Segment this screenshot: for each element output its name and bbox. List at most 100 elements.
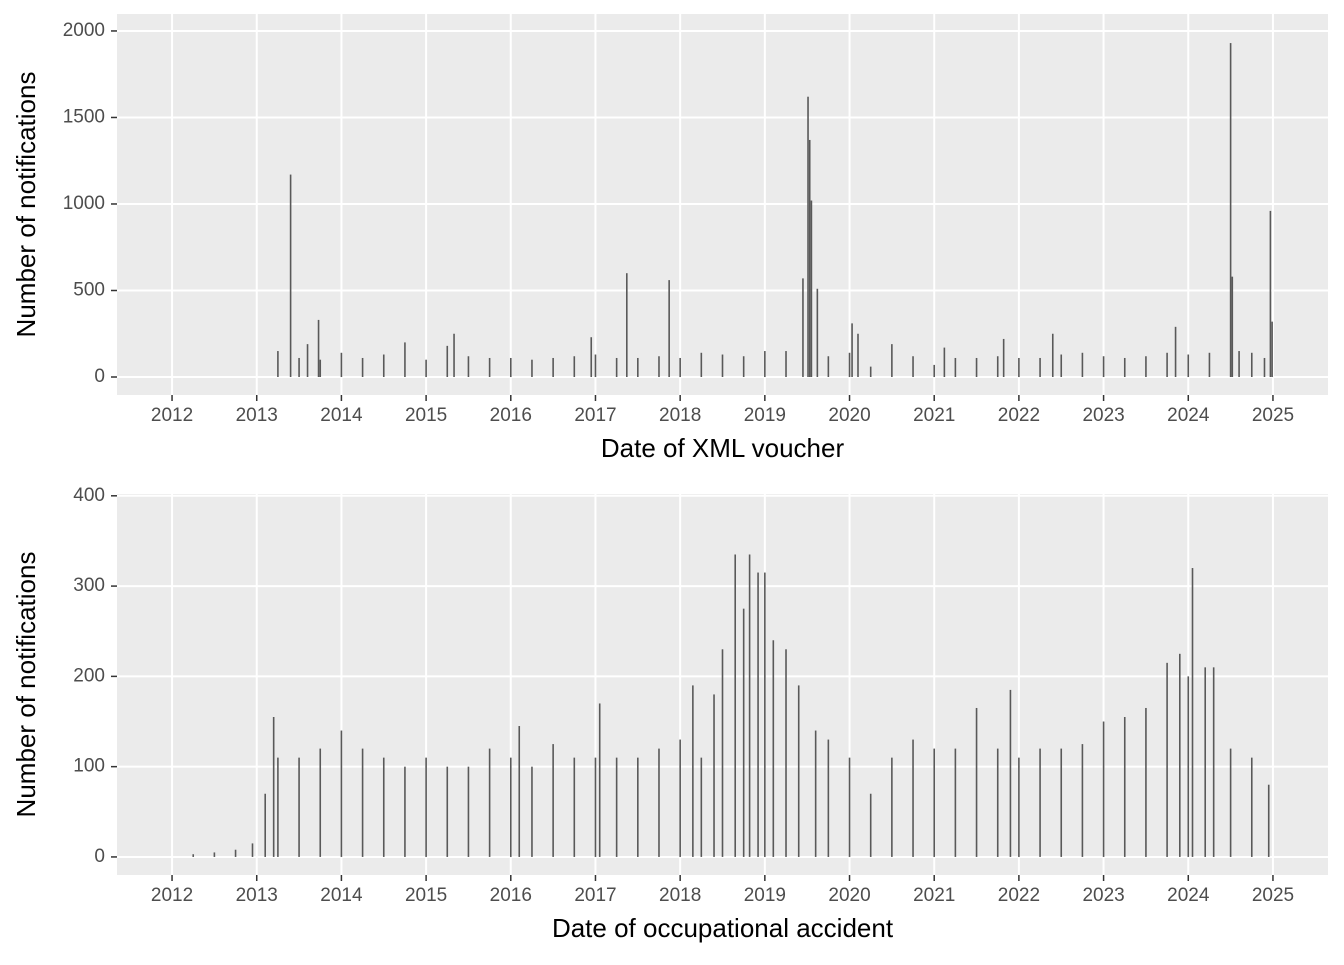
bar: [857, 333, 859, 378]
bar: [1009, 689, 1012, 857]
bar: [234, 849, 237, 857]
bar: [615, 757, 618, 857]
bar: [626, 273, 628, 378]
x-tick-label: 2019: [744, 885, 786, 906]
x-tick-label: 2021: [913, 405, 955, 426]
bar: [807, 96, 809, 378]
bar: [658, 356, 660, 378]
bar: [446, 345, 449, 378]
bar: [810, 200, 813, 378]
bar: [213, 852, 216, 857]
y-tick-label: 100: [73, 756, 105, 777]
x-tick-label: 2018: [659, 405, 701, 426]
bar: [721, 649, 724, 857]
bar: [1187, 676, 1190, 857]
bar: [975, 357, 978, 378]
bar: [891, 757, 893, 857]
bar: [382, 354, 385, 378]
x-tick-label: 2014: [320, 405, 363, 426]
x-tick-label: 2018: [659, 885, 701, 906]
bar: [692, 685, 694, 857]
x-tick-label: 2017: [574, 885, 616, 906]
x-tick-label: 2023: [1082, 885, 1124, 906]
bar: [1002, 338, 1005, 378]
y-tick-label: 0: [94, 366, 105, 387]
bar: [1229, 43, 1232, 378]
bar: [785, 351, 787, 378]
bar: [808, 139, 811, 378]
x-axis-title: Date of XML voucher: [601, 433, 845, 463]
bar: [251, 843, 254, 857]
bar: [1145, 707, 1147, 857]
bar: [317, 319, 320, 378]
bar: [713, 694, 715, 857]
x-tick-label: 2021: [913, 885, 955, 906]
x-tick-label: 2012: [151, 885, 193, 906]
x-tick-label: 2014: [320, 885, 363, 906]
bar: [1039, 357, 1041, 378]
bar: [306, 344, 309, 378]
bar: [298, 357, 300, 378]
bar: [679, 739, 681, 857]
bar: [912, 356, 914, 378]
bar: [802, 278, 804, 378]
x-tick-label: 2022: [998, 405, 1040, 426]
x-tick-label: 2020: [828, 885, 870, 906]
bar: [1145, 356, 1147, 378]
x-tick-label: 2015: [405, 885, 447, 906]
bar: [764, 572, 766, 857]
bar: [298, 757, 300, 857]
bar: [1191, 568, 1194, 857]
bar: [734, 554, 737, 857]
y-axis-title: Number of notifications: [11, 552, 41, 818]
bar: [590, 337, 593, 378]
y-tick-label: 400: [73, 485, 105, 506]
x-tick-label: 2025: [1252, 405, 1294, 426]
bar: [721, 354, 724, 378]
y-axis-title: Number of notifications: [11, 72, 41, 338]
bar: [319, 748, 322, 857]
bar: [425, 757, 427, 857]
bar: [1179, 653, 1181, 857]
y-tick-label: 200: [73, 665, 105, 686]
bar: [509, 357, 512, 378]
bar: [679, 357, 681, 378]
x-tick-label: 2023: [1082, 405, 1124, 426]
bar: [869, 366, 872, 378]
bar: [289, 174, 292, 378]
bar: [1018, 357, 1020, 378]
bar: [851, 323, 853, 378]
bar: [933, 364, 936, 378]
bar: [848, 757, 851, 857]
bar: [1060, 748, 1063, 857]
bar: [637, 757, 639, 857]
bar: [425, 359, 427, 378]
bar: [827, 356, 830, 378]
bar: [637, 357, 639, 378]
bar: [1051, 333, 1054, 378]
bar: [996, 356, 999, 378]
x-tick-label: 2016: [490, 405, 532, 426]
bar: [668, 280, 670, 378]
y-tick-label: 1000: [63, 193, 105, 214]
bar: [827, 739, 830, 857]
bar: [772, 640, 775, 857]
bar: [518, 726, 521, 857]
bar: [1102, 721, 1105, 857]
bar: [700, 352, 703, 378]
bar: [552, 357, 554, 378]
bar: [954, 357, 957, 378]
bar: [382, 757, 385, 857]
bar: [1204, 667, 1207, 857]
bar: [1231, 276, 1234, 378]
x-tick-label: 2022: [998, 885, 1040, 906]
x-tick-label: 2020: [828, 405, 870, 426]
bar: [1102, 356, 1105, 378]
bar: [531, 359, 533, 378]
y-tick-label: 500: [73, 280, 105, 301]
x-tick-label: 2025: [1252, 885, 1294, 906]
bar: [1269, 210, 1272, 378]
bar: [488, 748, 491, 857]
bar: [467, 766, 470, 857]
bar: [488, 357, 491, 378]
